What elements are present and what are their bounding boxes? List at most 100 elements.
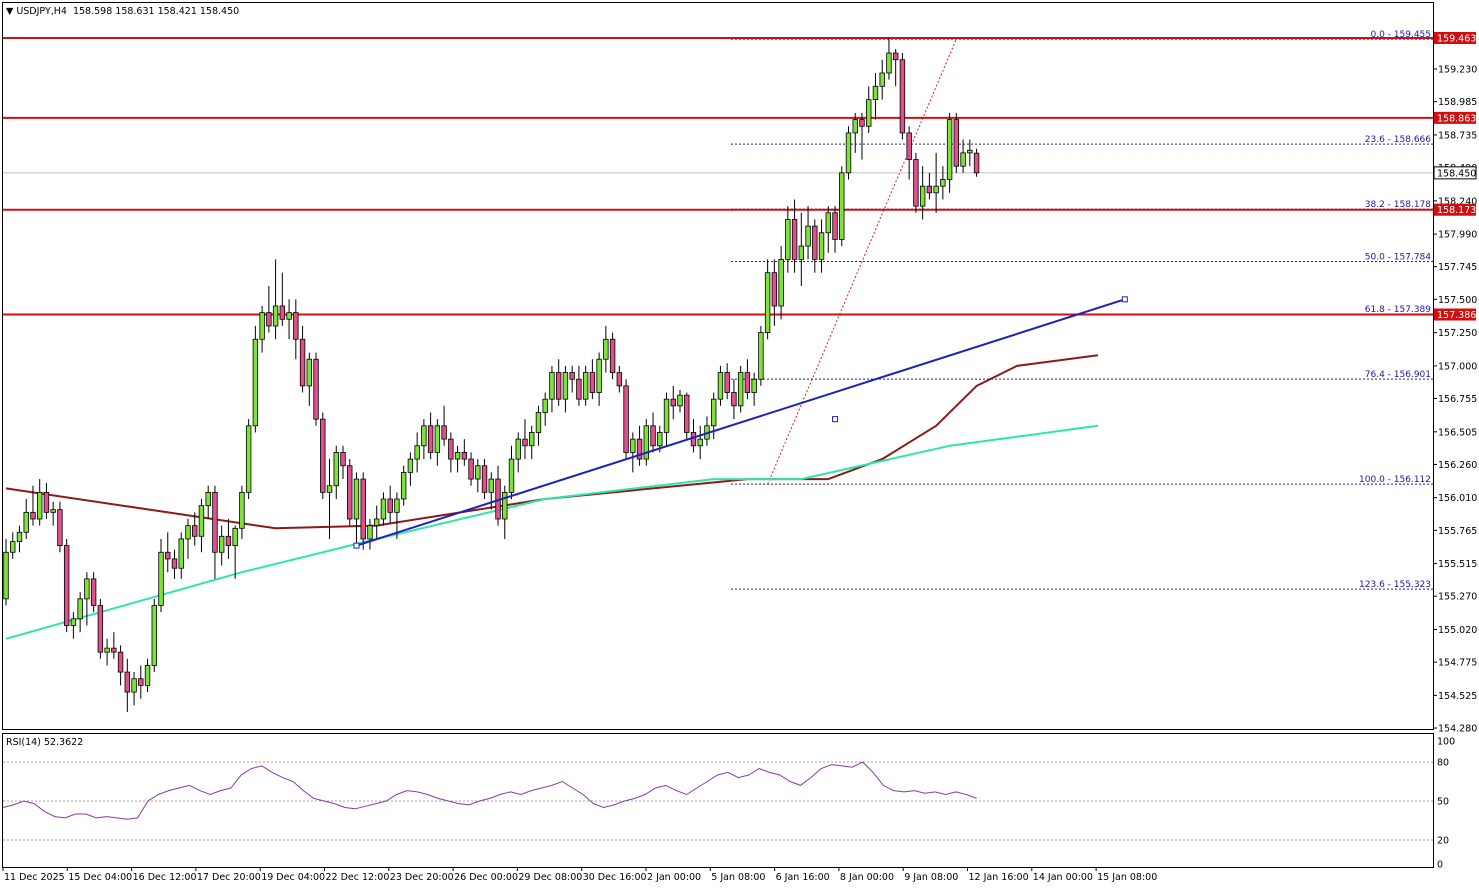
header-symbol: USDJPY,H4 [16,6,67,17]
bear-candle-body [771,272,778,307]
candle [286,299,292,340]
bear-candle-body [616,372,623,387]
candle [973,148,980,177]
bear-candle-body [670,398,676,407]
x-tick-label: 17 Dec 20:00 [197,872,261,883]
candle [23,499,29,539]
bear-candle-body [340,452,346,467]
bear-candle-body [953,119,960,167]
candle [50,501,56,526]
bull-candle-body [37,491,43,520]
bull-candle-body [562,372,569,400]
x-tick-label: 8 Jan 00:00 [840,872,894,883]
x-tick-label: 15 Dec 04:00 [68,872,132,883]
candle [198,499,205,553]
candle [926,172,933,200]
candle [306,352,312,406]
candle [818,219,825,273]
bear-candle-body [97,605,104,653]
candle [529,425,535,460]
fib-level-label: 0.0 - 159.455 [1371,30,1432,40]
bull-candle-body [643,425,649,460]
candle [131,672,137,706]
bull-candle-body [711,398,717,427]
candle [90,572,97,613]
candle [576,365,582,406]
candle [461,439,468,466]
candle [697,425,703,460]
header-arrow: ▼ [6,6,16,17]
candle [488,472,494,510]
candle [872,73,879,120]
bull-candle-body [717,372,724,400]
bull-candle-body [818,232,825,260]
candle [70,612,77,639]
candle [37,479,43,526]
fib-level-label: 23.6 - 158.666 [1365,135,1431,145]
bull-candle-body [178,538,184,569]
candle [407,452,414,486]
bull-candle-body [805,225,811,247]
candle [252,325,259,433]
bull-candle-body [866,99,872,127]
candle [212,485,218,579]
y-tick-label: 154.775 [1438,658,1477,669]
bull-candle-body [839,172,845,240]
y-tick-label: 157.250 [1438,328,1477,339]
bull-candle-body [421,425,427,447]
candle [380,492,387,526]
candle [670,385,676,420]
price-tag [1434,308,1476,321]
bear-candle-body [481,465,488,493]
bull-candle-body [394,498,400,513]
bear-candle-body [192,525,198,537]
candle [892,49,899,87]
candle [259,305,265,353]
fib-level-label: 76.4 - 156.901 [1365,370,1431,380]
fib-level-label: 38.2 - 158.178 [1365,200,1431,210]
bull-candle-body [373,518,380,527]
fib-level-label: 61.8 - 157.389 [1365,305,1431,315]
candle [225,518,232,559]
price-tag-label: 158.863 [1437,113,1476,124]
bear-candle-body [589,372,596,393]
bull-candle-body [245,425,252,493]
candle [434,419,441,466]
bear-candle-body [63,545,70,626]
bear-candle-body [171,558,178,569]
bull-candle-body [657,432,663,447]
bear-candle-body [791,219,798,260]
bull-candle-body [737,372,744,407]
bull-candle-body [529,432,535,447]
candle [151,598,157,673]
candle [913,152,919,213]
bear-candle-body [299,338,306,387]
bear-candle-body [212,491,218,553]
candle [751,372,757,406]
candle [839,166,845,247]
bull-candle-body [333,452,339,487]
bull-candle-body [778,258,784,307]
bull-candle-body [259,312,265,340]
fib-diagonal-line [767,38,957,485]
candle [737,365,744,413]
bear-candle-body [30,511,36,520]
bull-candle-body [131,678,137,693]
bear-candle-body [138,678,144,686]
candle [758,325,764,386]
candle [84,572,90,626]
fib-level-label: 50.0 - 157.784 [1365,253,1431,263]
candle [967,139,973,167]
x-tick-label: 16 Dec 12:00 [133,872,197,883]
bear-candle-body [427,425,434,453]
candle [367,518,373,550]
bull-candle-body [218,535,225,553]
bull-candle-body [508,458,515,493]
price-tag [1434,32,1476,44]
price-tag-label: 159.463 [1437,34,1476,45]
candle [744,359,751,400]
fib-level-label: 123.6 - 155.323 [1359,580,1431,590]
candle [427,412,434,460]
bull-candle-body [367,525,373,540]
bear-candle-body [609,338,616,373]
